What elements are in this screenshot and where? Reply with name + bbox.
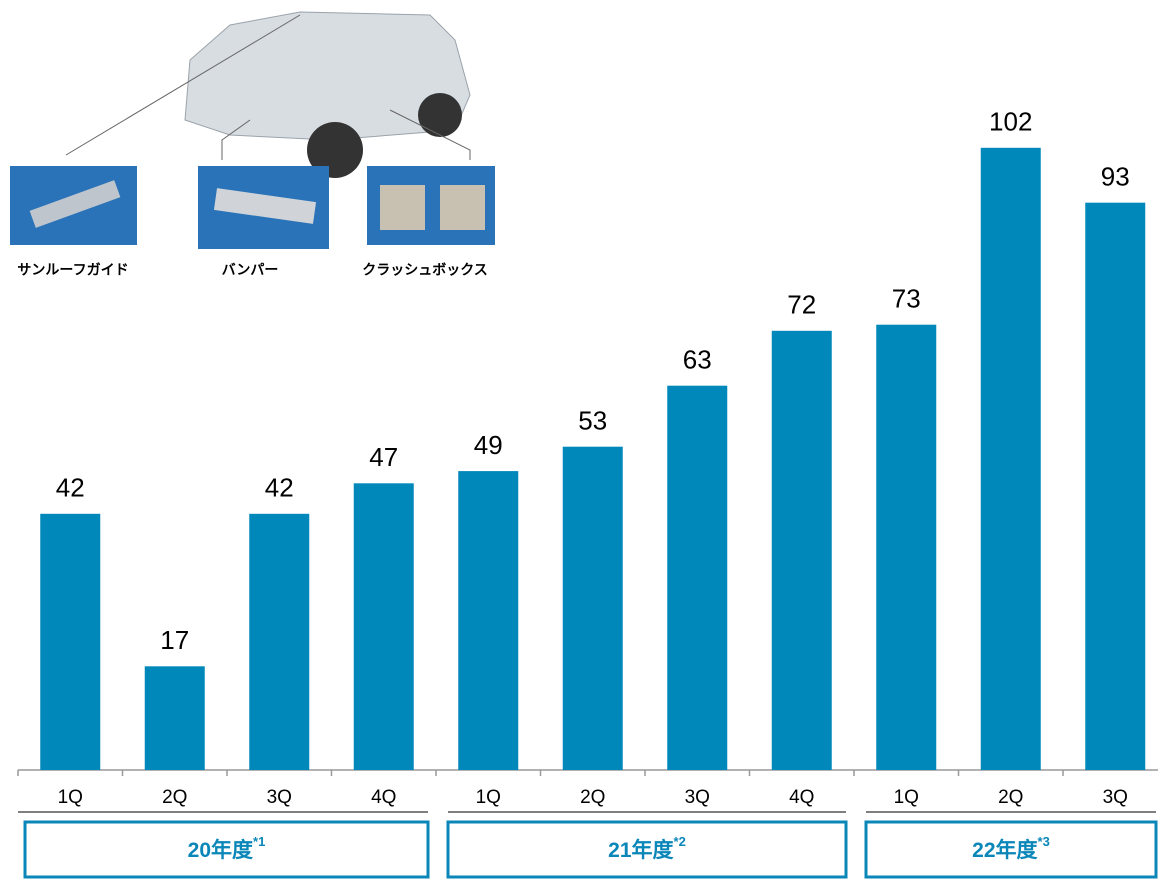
part (440, 185, 485, 230)
group-note: *3 (1038, 834, 1050, 849)
value-label: 47 (369, 442, 398, 472)
value-label: 42 (56, 473, 85, 503)
group-name: 20年度 (188, 838, 253, 862)
bar (667, 385, 728, 770)
value-label: 93 (1101, 162, 1130, 192)
illustration: サンルーフガイド バンパー クラッシュボックス (10, 11, 495, 278)
x-tick-label: 3Q (267, 787, 292, 808)
value-label: 102 (989, 107, 1032, 137)
group-label: 20年度*1 (188, 834, 266, 861)
leader-line (65, 14, 301, 156)
x-tick-label: 3Q (1103, 787, 1128, 808)
value-label: 17 (160, 625, 189, 655)
part-label: サンルーフガイド (17, 262, 128, 278)
x-tick-label: 2Q (162, 787, 187, 808)
x-tick-label: 1Q (58, 787, 83, 808)
x-tick-label: 1Q (894, 787, 919, 808)
x-tick-label: 2Q (580, 787, 605, 808)
x-tick-label: 1Q (476, 787, 501, 808)
group-note: *2 (674, 834, 686, 849)
bar (1085, 202, 1146, 770)
bar (353, 483, 414, 770)
group-name: 22年度 (972, 838, 1037, 862)
group-note: *1 (253, 834, 265, 849)
bar (458, 471, 519, 770)
x-tick-label: 4Q (789, 787, 814, 808)
value-label: 53 (578, 406, 607, 436)
value-label: 73 (892, 284, 921, 314)
wheel (307, 122, 363, 178)
part-label: クラッシュボックス (362, 262, 488, 278)
group-label: 21年度*2 (608, 834, 686, 861)
group-name: 21年度 (608, 838, 673, 862)
wheel (418, 93, 462, 137)
bar (562, 446, 623, 770)
group-box (23, 820, 430, 879)
bar (144, 666, 205, 770)
bar (771, 330, 832, 770)
bar (876, 324, 937, 770)
leader-line (389, 109, 471, 160)
part-label: バンパー (222, 262, 279, 278)
value-label: 49 (474, 430, 503, 460)
bar (249, 513, 310, 770)
x-tick-label: 4Q (371, 787, 396, 808)
bar (40, 513, 101, 770)
group-box (446, 820, 848, 879)
value-label: 63 (683, 345, 712, 375)
part (380, 185, 425, 230)
group-box (864, 820, 1158, 879)
value-label: 42 (265, 473, 294, 503)
bar (980, 147, 1041, 771)
x-tick-label: 3Q (685, 787, 710, 808)
car (184, 11, 471, 141)
x-tick-label: 2Q (998, 787, 1023, 808)
value-label: 72 (787, 290, 816, 320)
part (29, 180, 121, 228)
leader-line (221, 119, 251, 160)
part (213, 188, 317, 224)
group-label: 22年度*3 (972, 834, 1050, 861)
